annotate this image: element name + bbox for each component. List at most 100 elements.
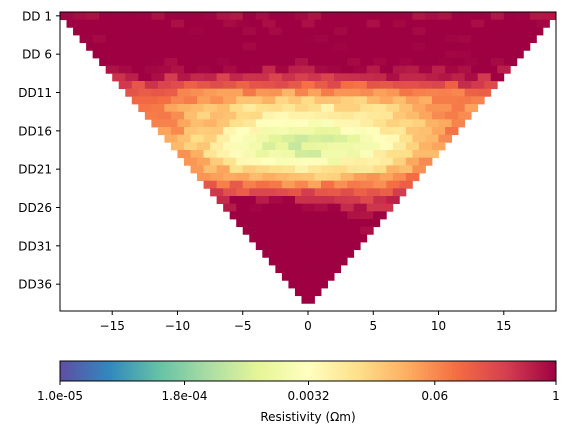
heatmap-cell bbox=[216, 165, 231, 174]
heatmap-cell bbox=[184, 127, 198, 136]
heatmap-cell bbox=[510, 50, 524, 59]
heatmap-cell bbox=[223, 81, 237, 90]
heatmap-cell bbox=[170, 127, 185, 136]
heatmap-cell bbox=[327, 96, 342, 105]
heatmap-cell bbox=[484, 81, 498, 90]
heatmap-cell bbox=[118, 65, 133, 74]
heatmap-cell bbox=[425, 27, 439, 36]
heatmap-cell bbox=[484, 35, 498, 44]
heatmap-cell bbox=[105, 19, 120, 28]
heatmap-cell bbox=[392, 188, 407, 197]
heatmap-cell bbox=[294, 27, 309, 36]
heatmap-cell bbox=[301, 19, 315, 28]
heatmap-cell bbox=[105, 65, 120, 74]
heatmap-cell bbox=[301, 234, 315, 243]
heatmap-cell bbox=[170, 111, 185, 120]
heatmap-cell bbox=[190, 165, 204, 174]
heatmap-cell bbox=[144, 50, 159, 59]
heatmap-cell bbox=[242, 42, 257, 51]
heatmap-cell bbox=[255, 27, 270, 36]
heatmap-cell bbox=[281, 242, 296, 251]
heatmap-cell bbox=[353, 111, 368, 120]
heatmap-cell bbox=[412, 150, 426, 159]
heatmap-cell bbox=[353, 81, 368, 90]
heatmap-cell bbox=[477, 12, 492, 21]
heatmap-cell bbox=[458, 50, 472, 59]
heatmap-cell bbox=[249, 96, 263, 105]
heatmap-cell bbox=[99, 42, 113, 51]
heatmap-cell bbox=[314, 265, 328, 274]
heatmap-cell bbox=[229, 12, 244, 21]
heatmap-cell bbox=[529, 27, 544, 36]
heatmap-cell bbox=[379, 203, 394, 212]
heatmap-cell bbox=[405, 81, 420, 90]
heatmap-cell bbox=[262, 127, 276, 136]
heatmap-cell bbox=[203, 180, 218, 189]
heatmap-cell bbox=[432, 96, 446, 105]
heatmap-cell bbox=[242, 12, 257, 21]
heatmap-cell bbox=[340, 19, 355, 28]
heatmap-cell bbox=[334, 73, 348, 82]
heatmap-cell bbox=[366, 219, 381, 228]
heatmap-cell bbox=[249, 219, 263, 228]
heatmap-cell bbox=[242, 104, 257, 113]
heatmap-cell bbox=[268, 196, 283, 205]
heatmap-cell bbox=[373, 58, 387, 67]
heatmap-cell bbox=[255, 42, 270, 51]
heatmap-cell bbox=[268, 150, 283, 159]
heatmap-cell bbox=[210, 81, 224, 90]
heatmap-cell bbox=[314, 173, 328, 182]
heatmap-cell bbox=[268, 119, 283, 128]
heatmap-cell bbox=[334, 88, 348, 97]
heatmap-cell bbox=[327, 65, 342, 74]
heatmap-cell bbox=[255, 180, 270, 189]
colorbar-label: Resistivity (Ωm) bbox=[260, 410, 355, 424]
heatmap-cell bbox=[308, 272, 322, 281]
heatmap-cell bbox=[294, 88, 309, 97]
heatmap-cell bbox=[236, 219, 250, 228]
heatmap-cell bbox=[288, 188, 302, 197]
heatmap-cell bbox=[405, 157, 420, 166]
heatmap-cell bbox=[177, 42, 191, 51]
heatmap-cell bbox=[510, 35, 524, 44]
heatmap-cell bbox=[242, 73, 257, 82]
heatmap-cell bbox=[190, 27, 204, 36]
heatmap-cell bbox=[438, 12, 452, 21]
heatmap-cell bbox=[425, 150, 439, 159]
heatmap-cell bbox=[79, 35, 94, 44]
heatmap-cell bbox=[131, 19, 146, 28]
heatmap-cell bbox=[308, 165, 322, 174]
heatmap-cell bbox=[490, 73, 505, 82]
heatmap-cell bbox=[379, 127, 394, 136]
heatmap-cell bbox=[236, 173, 250, 182]
heatmap-cell bbox=[373, 165, 387, 174]
heatmap-cell bbox=[366, 157, 381, 166]
heatmap-cell bbox=[340, 219, 355, 228]
heatmap-cell bbox=[308, 12, 322, 21]
heatmap-cell bbox=[268, 134, 283, 143]
heatmap-cell bbox=[275, 219, 289, 228]
heatmap-cell bbox=[118, 19, 133, 28]
heatmap-cell bbox=[268, 27, 283, 36]
heatmap-cell bbox=[347, 180, 361, 189]
x-axis-ticks: −15 −10 −5 0 5 10 15 bbox=[100, 311, 511, 333]
y-tick-label: DD11 bbox=[18, 86, 52, 100]
heatmap-cell bbox=[340, 173, 355, 182]
heatmap-cell bbox=[308, 242, 322, 251]
y-tick-label: DD16 bbox=[18, 124, 52, 138]
heatmap-cell bbox=[229, 42, 244, 51]
heatmap-cell bbox=[294, 150, 309, 159]
heatmap-cell bbox=[177, 104, 191, 113]
heatmap-cell bbox=[386, 58, 400, 67]
heatmap-cell bbox=[242, 226, 257, 235]
heatmap-cell bbox=[399, 150, 413, 159]
heatmap-cell bbox=[360, 27, 374, 36]
heatmap-cell bbox=[242, 134, 257, 143]
heatmap-cell bbox=[314, 234, 328, 243]
heatmap-cell bbox=[223, 65, 237, 74]
heatmap-cell bbox=[229, 73, 244, 82]
heatmap-cell bbox=[438, 58, 452, 67]
heatmap-cell bbox=[477, 58, 492, 67]
heatmap-cell bbox=[523, 19, 537, 28]
heatmap-cell bbox=[477, 27, 492, 36]
